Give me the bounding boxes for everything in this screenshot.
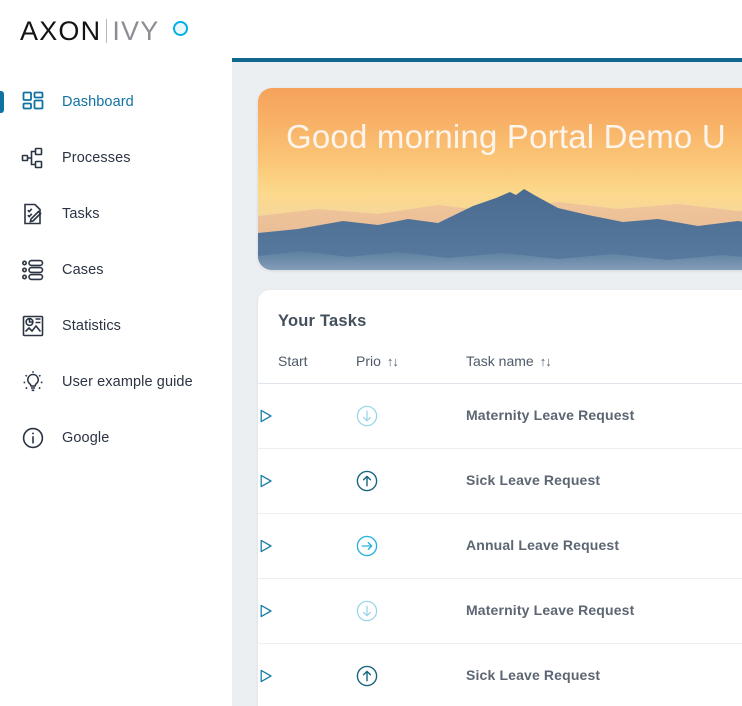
sidebar-item-cases[interactable]: Cases bbox=[0, 242, 232, 298]
sidebar: AXON IVY Dashboard bbox=[0, 0, 232, 706]
logo-text: AXON IVY bbox=[20, 16, 159, 45]
greeting-text: Good morning Portal Demo U bbox=[286, 118, 726, 155]
prio-cell bbox=[356, 643, 466, 706]
sidebar-item-processes[interactable]: Processes bbox=[0, 130, 232, 186]
sidebar-item-label: User example guide bbox=[62, 374, 193, 390]
prio-cell bbox=[356, 578, 466, 644]
content-top-gap bbox=[232, 0, 742, 58]
column-label: Prio bbox=[356, 353, 381, 369]
start-cell[interactable] bbox=[258, 513, 356, 579]
table-row[interactable]: Maternity Leave Request bbox=[258, 578, 742, 644]
logo-ivy-text: IVY bbox=[112, 15, 160, 46]
app-logo[interactable]: AXON IVY bbox=[0, 0, 232, 60]
sidebar-item-label: Statistics bbox=[62, 318, 122, 334]
sunrise-mountains-illustration bbox=[258, 189, 742, 270]
sidebar-item-user-example-guide[interactable]: User example guide bbox=[0, 354, 232, 410]
lightbulb-icon bbox=[20, 369, 46, 395]
info-circle-icon bbox=[20, 425, 46, 451]
sort-arrows-icon[interactable]: ↑↓ bbox=[386, 354, 399, 369]
accent-bar bbox=[232, 58, 742, 62]
play-triangle-icon[interactable] bbox=[258, 408, 274, 424]
arrow-right-circle-icon bbox=[356, 535, 378, 557]
processes-node-icon bbox=[20, 145, 46, 171]
tasks-checklist-icon bbox=[20, 201, 46, 227]
tasks-table: Start Prio ↑↓ Task name ↑↓ bbox=[258, 331, 742, 706]
sidebar-item-label: Processes bbox=[62, 150, 131, 166]
play-triangle-icon[interactable] bbox=[258, 473, 274, 489]
tasks-table-body: Maternity Leave Request bbox=[258, 383, 742, 706]
column-label: Start bbox=[278, 353, 308, 369]
prio-cell bbox=[356, 383, 466, 449]
statistics-chart-icon bbox=[20, 313, 46, 339]
cases-list-icon bbox=[20, 257, 46, 283]
sidebar-item-tasks[interactable]: Tasks bbox=[0, 186, 232, 242]
table-row[interactable]: Annual Leave Request bbox=[258, 513, 742, 579]
start-cell[interactable] bbox=[258, 383, 356, 449]
play-triangle-icon[interactable] bbox=[258, 538, 274, 554]
prio-cell bbox=[356, 448, 466, 514]
table-row[interactable]: Maternity Leave Request bbox=[258, 383, 742, 449]
arrow-down-circle-icon bbox=[356, 600, 378, 622]
active-indicator bbox=[0, 91, 4, 113]
task-name-cell[interactable]: Sick Leave Request bbox=[466, 448, 742, 514]
task-name-label: Maternity Leave Request bbox=[466, 602, 635, 618]
sidebar-item-label: Google bbox=[62, 430, 110, 446]
prio-cell bbox=[356, 513, 466, 579]
table-header-row: Start Prio ↑↓ Task name ↑↓ bbox=[258, 331, 742, 384]
logo-divider bbox=[106, 18, 108, 43]
tasks-table-head: Start Prio ↑↓ Task name ↑↓ bbox=[258, 331, 742, 384]
task-name-label: Maternity Leave Request bbox=[466, 407, 635, 423]
arrow-down-circle-icon bbox=[356, 405, 378, 427]
column-header-prio[interactable]: Prio ↑↓ bbox=[356, 331, 466, 384]
dashboard-grid-icon bbox=[20, 89, 46, 115]
sidebar-item-label: Dashboard bbox=[62, 94, 134, 110]
play-triangle-icon[interactable] bbox=[258, 603, 274, 619]
sidebar-nav: Dashboard Processes bbox=[0, 60, 232, 466]
sidebar-item-label: Cases bbox=[62, 262, 104, 278]
task-name-cell[interactable]: Annual Leave Request bbox=[466, 513, 742, 579]
column-header-task-name[interactable]: Task name ↑↓ bbox=[466, 331, 742, 384]
task-name-label: Sick Leave Request bbox=[466, 667, 601, 683]
column-label: Task name bbox=[466, 353, 534, 369]
sort-arrows-icon[interactable]: ↑↓ bbox=[539, 354, 552, 369]
sidebar-item-statistics[interactable]: Statistics bbox=[0, 298, 232, 354]
start-cell[interactable] bbox=[258, 643, 356, 706]
card-title: Your Tasks bbox=[278, 312, 367, 330]
main-content: Good morning Portal Demo U Your Tasks St… bbox=[232, 0, 742, 706]
task-name-label: Annual Leave Request bbox=[466, 537, 620, 553]
circle-ring-icon bbox=[173, 20, 189, 36]
arrow-up-circle-icon bbox=[356, 470, 378, 492]
arrow-up-circle-icon bbox=[356, 665, 378, 687]
table-row[interactable]: Sick Leave Request bbox=[258, 643, 742, 706]
column-header-start: Start bbox=[258, 331, 356, 384]
logo-axon-text: AXON bbox=[20, 15, 102, 46]
greeting-banner: Good morning Portal Demo U bbox=[258, 88, 742, 270]
task-name-cell[interactable]: Sick Leave Request bbox=[466, 643, 742, 706]
play-triangle-icon[interactable] bbox=[258, 668, 274, 684]
sidebar-item-label: Tasks bbox=[62, 206, 100, 222]
task-name-cell[interactable]: Maternity Leave Request bbox=[466, 578, 742, 644]
sidebar-item-dashboard[interactable]: Dashboard bbox=[0, 74, 232, 130]
dashboard-body: Good morning Portal Demo U Your Tasks St… bbox=[232, 62, 742, 706]
start-cell[interactable] bbox=[258, 448, 356, 514]
sidebar-item-google[interactable]: Google bbox=[0, 410, 232, 466]
task-name-cell[interactable]: Maternity Leave Request bbox=[466, 383, 742, 449]
start-cell[interactable] bbox=[258, 578, 356, 644]
your-tasks-card: Your Tasks Start Prio ↑↓ Task name ↑↓ bbox=[258, 290, 742, 706]
table-row[interactable]: Sick Leave Request bbox=[258, 448, 742, 514]
task-name-label: Sick Leave Request bbox=[466, 472, 601, 488]
